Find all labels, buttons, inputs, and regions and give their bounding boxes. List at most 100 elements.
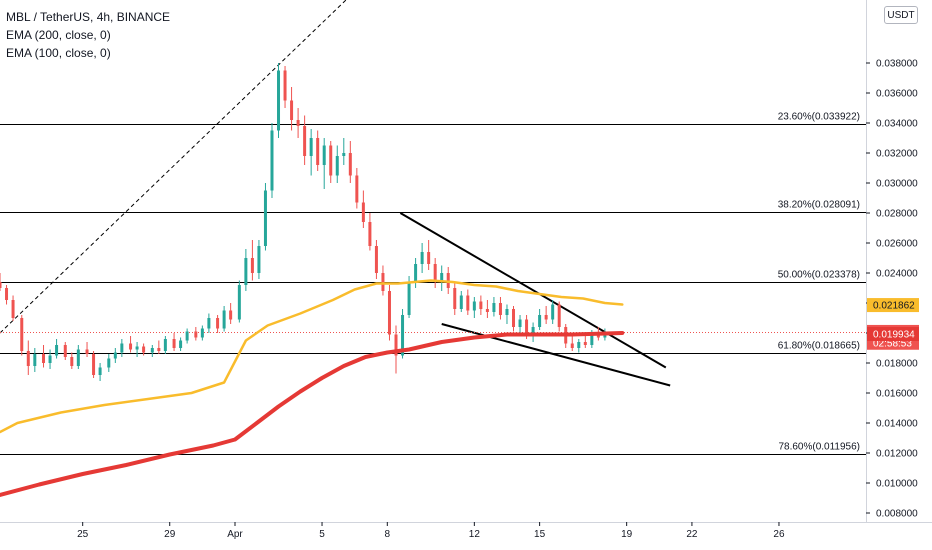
candle-bullish[interactable] [309,129,313,176]
candle-bearish[interactable] [374,240,378,279]
candle-bearish[interactable] [92,351,96,378]
candle-bullish[interactable] [185,328,189,344]
candle-bearish[interactable] [387,285,391,341]
candle-bullish[interactable] [48,349,52,370]
candle-bearish[interactable] [142,343,146,356]
wedge-upper-line[interactable] [399,212,667,369]
candle-bullish[interactable] [244,249,248,291]
candle-bearish[interactable] [70,352,74,370]
candle-bullish[interactable] [505,304,509,325]
candle-bearish[interactable] [42,345,46,368]
candle-bearish[interactable] [498,297,502,320]
candle-body [303,126,307,156]
candle-bullish[interactable] [322,138,326,189]
candle-bearish[interactable] [5,285,9,305]
candle-bullish[interactable] [237,280,241,323]
price-axis[interactable]: 0.038000 0.036000 0.034000 0.032000 0.030000… [866,0,918,522]
fib-anchor-dashed-line[interactable] [0,0,347,334]
candle-bearish[interactable] [194,327,198,341]
candle-bearish[interactable] [466,289,470,316]
candle-bullish[interactable] [163,336,167,354]
candle-bullish[interactable] [270,123,274,198]
candle-bullish[interactable] [420,243,424,273]
candle-bearish[interactable] [427,240,431,270]
candle-bearish[interactable] [557,301,561,332]
candle-bullish[interactable] [222,306,226,332]
candle-bearish[interactable] [583,336,587,348]
candle-bullish[interactable] [414,258,418,288]
candle-bearish[interactable] [157,340,161,355]
candle-bearish[interactable] [355,168,359,209]
wedge-lower-line[interactable] [441,323,671,387]
candle-bearish[interactable] [250,240,254,281]
candle-bearish[interactable] [290,87,294,131]
candle-bearish[interactable] [63,342,67,360]
symbol-title[interactable]: MBL / TetherUS, 4h, BINANCE [6,10,171,24]
candle-bearish[interactable] [368,213,372,251]
candle-bullish[interactable] [263,183,267,251]
candle-bullish[interactable] [120,339,124,357]
candle-bullish[interactable] [107,354,111,372]
candle-bearish[interactable] [316,130,320,172]
candle-bullish[interactable] [200,325,204,341]
candle-bearish[interactable] [453,283,457,316]
candle-bearish[interactable] [361,190,365,229]
candle-bullish[interactable] [135,342,139,357]
candle-bearish[interactable] [85,342,89,357]
time-axis[interactable]: 25 29 Apr 5 8 12 15 19 22 26 [0,522,932,540]
candle-bullish[interactable] [277,63,281,138]
candle-bullish[interactable] [207,313,211,334]
candle-bullish[interactable] [179,337,183,352]
candle-bearish[interactable] [544,306,548,324]
candle-bullish[interactable] [76,345,80,369]
candle-body [207,318,211,329]
candle-bearish[interactable] [172,333,176,351]
ema200-legend[interactable]: EMA (200, close, 0) [6,28,111,42]
candle-bearish[interactable] [348,141,352,183]
candle-bullish[interactable] [492,297,496,317]
candle-bearish[interactable] [296,108,300,138]
candle-bullish[interactable] [55,339,59,359]
candle-bullish[interactable] [472,297,476,318]
candle-bearish[interactable] [433,258,437,288]
candle-bearish[interactable] [303,115,307,166]
candle-body [296,120,300,126]
candle-bearish[interactable] [479,295,483,316]
ema100-line[interactable] [0,279,624,434]
candle-bearish[interactable] [229,303,233,324]
ema200-line[interactable] [0,331,625,497]
time-tick-label: 26 [773,529,785,540]
ema100-legend[interactable]: EMA (100, close, 0) [6,46,111,60]
candle-bullish[interactable] [335,145,339,184]
candle-bullish[interactable] [538,309,542,330]
currency-button[interactable]: USDT [884,6,918,24]
candle-bearish[interactable] [26,340,30,376]
candle-bearish[interactable] [512,306,516,332]
candle-bearish[interactable] [283,66,287,108]
candle-body [459,295,463,309]
candle-bullish[interactable] [551,300,555,324]
candle-bullish[interactable] [531,322,535,343]
candle-bearish[interactable] [129,336,133,353]
candle-bullish[interactable] [577,339,581,353]
candle-bullish[interactable] [113,348,117,363]
candle-bearish[interactable] [20,315,24,356]
candle-bearish[interactable] [485,300,489,318]
candle-bearish[interactable] [570,336,574,351]
candle-bearish[interactable] [11,295,15,322]
candle-bullish[interactable] [440,265,444,292]
candle-bullish[interactable] [257,240,261,279]
candle-bearish[interactable] [216,315,220,333]
candle-body [387,291,391,335]
candle-bullish[interactable] [150,345,154,357]
candle-bullish[interactable] [98,363,102,381]
candle-bearish[interactable] [381,265,385,296]
candle-bearish[interactable] [0,273,2,291]
candle-bullish[interactable] [33,348,37,372]
candle-bullish[interactable] [342,138,346,165]
price-tick-label: 0.010000 [876,479,918,490]
candle-bearish[interactable] [329,141,333,183]
candle-bullish[interactable] [459,291,463,312]
time-tick-label: 5 [319,529,325,540]
